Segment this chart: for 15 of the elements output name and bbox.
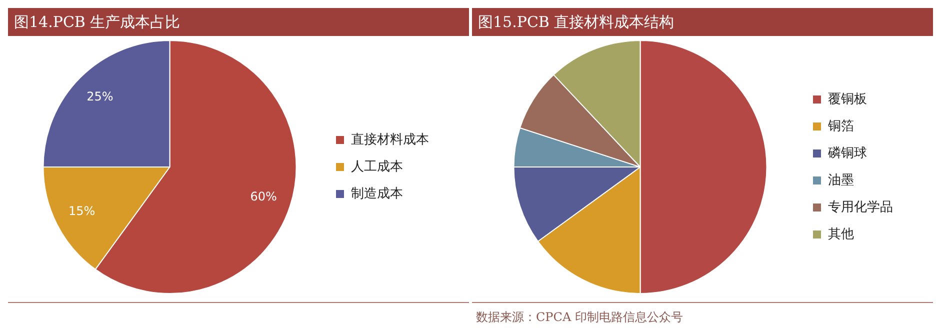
- legend-label: 磷铜球: [827, 146, 867, 161]
- legend-label: 其他: [828, 226, 854, 242]
- legend-label: 油墨: [828, 172, 854, 188]
- data-label: 60%: [250, 190, 277, 204]
- legend-label: 直接材料成本: [351, 132, 429, 148]
- data-label: 15%: [68, 204, 96, 218]
- legend-label: 覆铜板: [828, 92, 867, 107]
- chart-title: 图15.PCB 直接材料成本结构: [472, 8, 933, 36]
- legend-label: 铜箔: [827, 118, 854, 134]
- legend-label: 专用化学品: [828, 200, 893, 215]
- legend-label: 人工成本: [351, 159, 403, 174]
- legend-label: 制造成本: [351, 186, 403, 202]
- source-note: 数据来源：CPCA 印制电路信息公众号: [476, 310, 683, 324]
- data-label: 25%: [86, 89, 114, 104]
- chart-title: 图14.PCB 生产成本占比: [8, 8, 469, 36]
